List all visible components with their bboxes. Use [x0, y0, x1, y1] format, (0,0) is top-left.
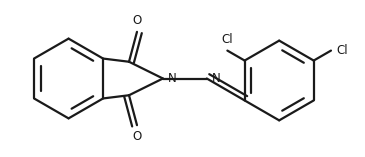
- Text: Cl: Cl: [336, 44, 347, 57]
- Text: O: O: [132, 130, 142, 143]
- Text: O: O: [132, 14, 142, 27]
- Text: Cl: Cl: [222, 33, 233, 46]
- Text: N: N: [168, 72, 177, 85]
- Text: N: N: [212, 72, 220, 85]
